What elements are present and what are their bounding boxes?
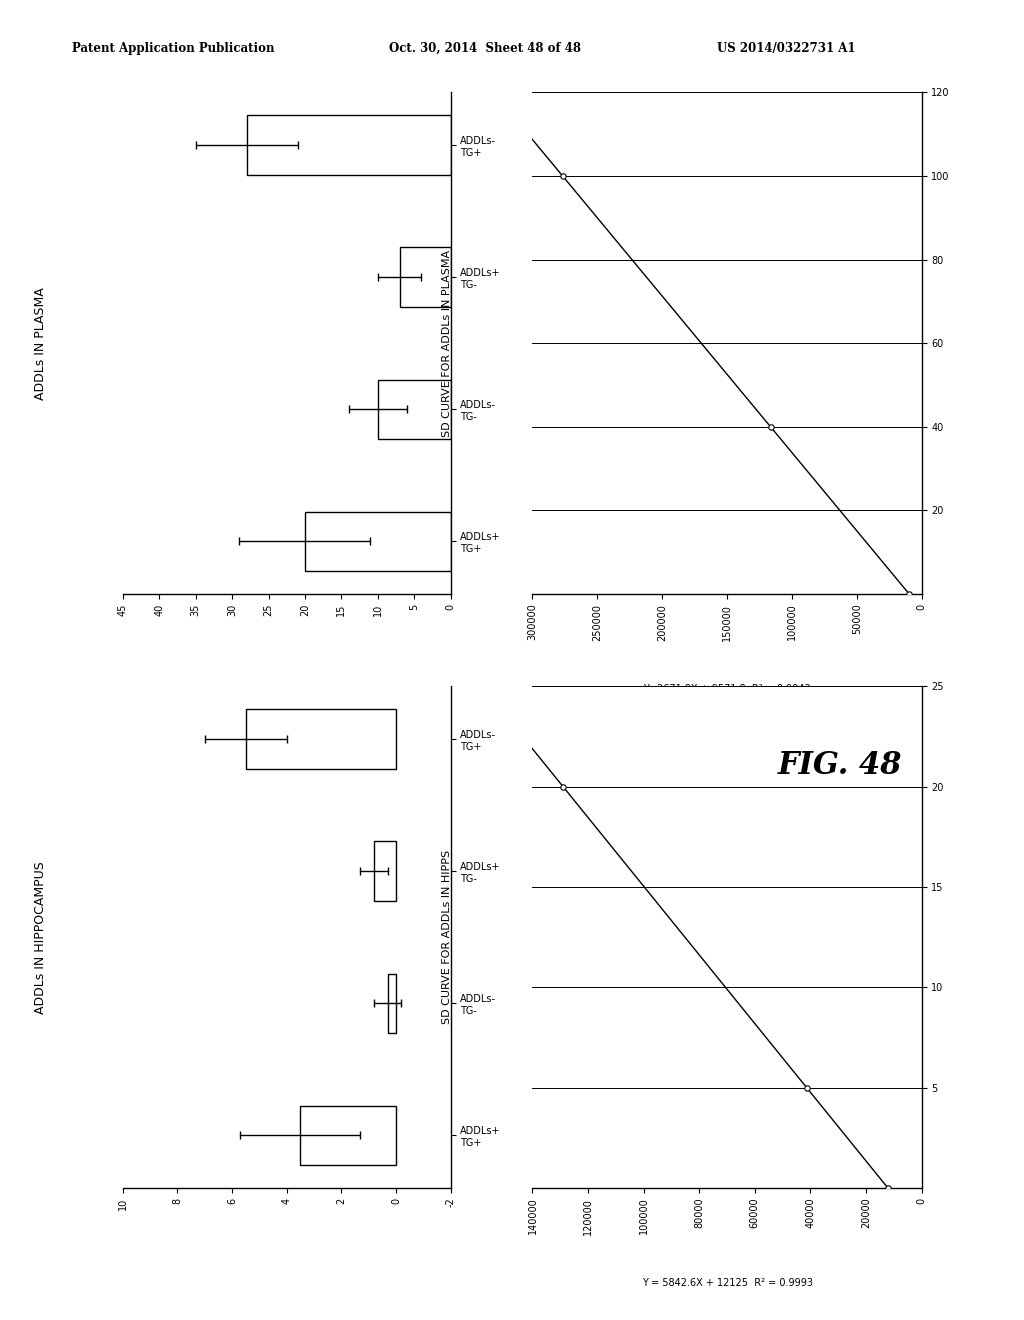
Point <box>485 82 502 103</box>
Text: Oct. 30, 2014  Sheet 48 of 48: Oct. 30, 2014 Sheet 48 of 48 <box>389 42 582 55</box>
Point <box>799 1077 815 1098</box>
Point <box>763 416 779 437</box>
Bar <box>246 709 396 768</box>
Bar <box>399 247 451 306</box>
Text: SD CURVE FOR ADDLs IN HIPPS: SD CURVE FOR ADDLs IN HIPPS <box>442 850 452 1024</box>
Text: Y = 5842.6X + 12125  R² = 0.9993: Y = 5842.6X + 12125 R² = 0.9993 <box>642 1278 812 1288</box>
Point <box>880 1177 896 1199</box>
Point <box>555 776 571 797</box>
Text: Y=2671.8X + 9571.8  R² = 0.9943: Y=2671.8X + 9571.8 R² = 0.9943 <box>643 684 811 694</box>
Text: FIG. 48: FIG. 48 <box>777 750 902 781</box>
Bar <box>378 380 451 440</box>
Bar <box>300 1106 396 1166</box>
Text: Patent Application Publication: Patent Application Publication <box>72 42 274 55</box>
Text: SD CURVE FOR ADDLs IN PLASMA: SD CURVE FOR ADDLs IN PLASMA <box>442 249 452 437</box>
Bar <box>305 512 451 572</box>
Point <box>554 165 570 186</box>
Bar <box>388 974 396 1034</box>
Point <box>901 583 918 605</box>
Text: ADDLs IN PLASMA: ADDLs IN PLASMA <box>35 286 47 400</box>
Bar <box>247 115 451 174</box>
Text: ADDLs IN HIPPOCAMPUS: ADDLs IN HIPPOCAMPUS <box>35 861 47 1014</box>
Bar <box>374 841 396 900</box>
Text: US 2014/0322731 A1: US 2014/0322731 A1 <box>717 42 855 55</box>
